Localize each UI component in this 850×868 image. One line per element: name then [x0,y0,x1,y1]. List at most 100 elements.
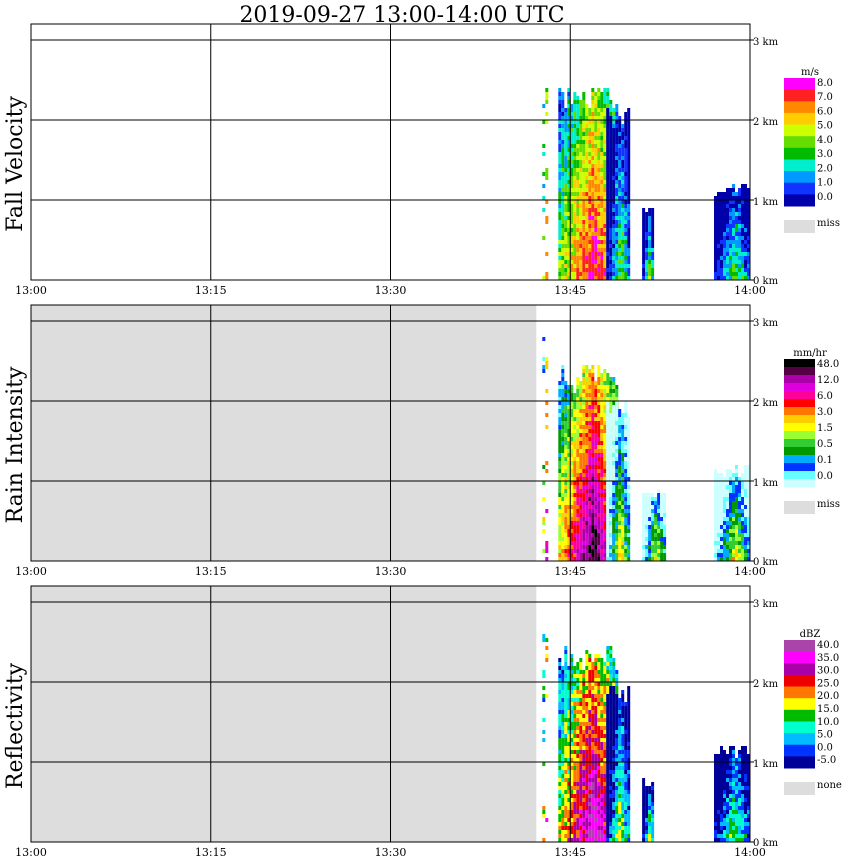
echo-cell [561,188,565,192]
echo-cell [558,116,562,120]
echo-cell [573,164,577,168]
echo-cell [567,497,571,501]
echo-cell [576,429,580,433]
echo-cell [558,224,562,228]
echo-cell [627,276,631,280]
echo-cell [618,822,622,826]
echo-cell [588,108,592,112]
echo-cell [621,417,625,421]
echo-cell [726,814,729,818]
echo-cell [612,216,616,220]
echo-cell [624,541,628,545]
echo-cell [741,750,744,754]
echo-cell [542,104,546,108]
echo-cell [624,766,628,770]
echo-cell [618,549,622,553]
echo-cell [585,248,589,252]
echo-cell [545,272,549,276]
echo-cell [597,373,601,377]
echo-cell [732,814,735,818]
colorbar-label: 1.5 [817,423,833,434]
echo-cell [606,778,610,782]
echo-cell [663,529,667,533]
echo-cell [588,369,592,373]
echo-cell [621,521,625,525]
echo-cell [600,401,604,405]
x-tick-label: 13:30 [375,846,407,859]
echo-cell [603,818,607,822]
colorbar-swatch [784,136,815,149]
echo-cell [561,204,565,208]
echo-cell [594,220,598,224]
echo-cell [624,124,628,128]
echo-cell [723,256,726,260]
echo-cell [624,505,628,509]
echo-cell [654,521,658,525]
echo-cell [594,722,598,726]
echo-cell [585,690,589,694]
echo-cell [642,208,646,212]
echo-cell [558,537,562,541]
echo-cell [564,465,568,469]
echo-cell [558,698,562,702]
echo-cell [624,738,628,742]
echo-cell [648,216,652,220]
echo-cell [588,670,592,674]
echo-cell [597,148,601,152]
echo-cell [738,762,741,766]
echo-cell [561,686,565,690]
echo-cell [744,750,747,754]
echo-cell [585,798,589,802]
echo-cell [612,228,616,232]
echo-cell [714,774,717,778]
echo-cell [735,517,738,521]
echo-cell [720,248,723,252]
echo-cell [627,718,631,722]
echo-cell [597,658,601,662]
echo-cell [588,485,592,489]
colorbar-swatch [784,415,815,424]
echo-cell [582,100,586,104]
echo-cell [723,754,726,758]
echo-cell [558,513,562,517]
colorbar-label: 48.0 [817,359,839,370]
echo-cell [723,537,726,541]
echo-cell [606,497,610,501]
echo-cell [591,706,595,710]
echo-cell [567,405,571,409]
echo-cell [600,264,604,268]
echo-cell [621,144,625,148]
echo-cell [591,401,595,405]
echo-cell [558,670,562,674]
echo-cell [714,758,717,762]
echo-cell [573,686,577,690]
echo-cell [561,822,565,826]
echo-cell [542,634,546,638]
echo-cell [597,778,601,782]
echo-cell [594,778,598,782]
echo-cell [570,774,574,778]
echo-cell [732,802,735,806]
echo-cell [561,541,565,545]
echo-cell [624,112,628,116]
echo-cell [732,236,735,240]
echo-cell [588,164,592,168]
echo-cell [624,160,628,164]
echo-cell [564,445,568,449]
echo-cell [627,537,631,541]
echo-cell [717,501,720,505]
echo-cell [579,461,583,465]
echo-cell [627,702,631,706]
echo-cell [600,429,604,433]
echo-cell [615,196,619,200]
echo-cell [609,686,613,690]
echo-cell [615,774,619,778]
echo-cell [585,437,589,441]
echo-cell [579,738,583,742]
echo-cell [573,421,577,425]
echo-cell [603,164,607,168]
echo-cell [597,553,601,557]
colorbar-label: 4.0 [817,135,833,146]
echo-cell [597,710,601,714]
echo-cell [603,770,607,774]
